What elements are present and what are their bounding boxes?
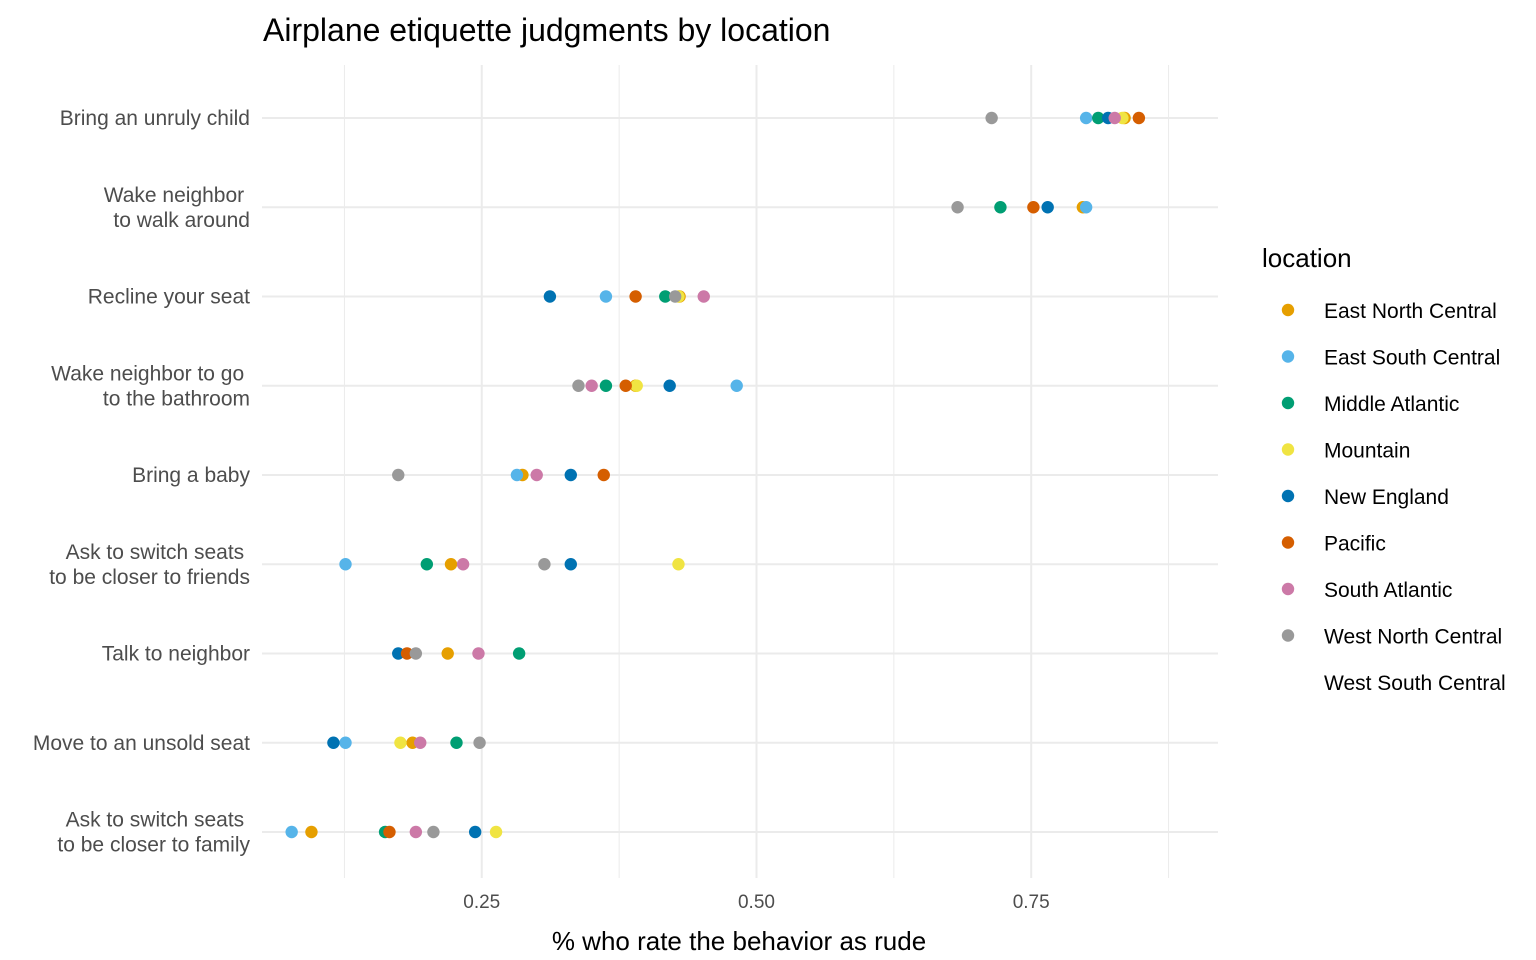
x-tick-label: 0.25 bbox=[463, 892, 500, 913]
legend-key bbox=[1281, 629, 1295, 642]
data-point bbox=[730, 379, 743, 392]
data-point bbox=[659, 290, 672, 303]
legend-key bbox=[1281, 303, 1295, 317]
data-point bbox=[597, 468, 610, 482]
legend: East North Central East South Central Midd… bbox=[1281, 300, 1506, 695]
data-point bbox=[400, 647, 414, 660]
data-point bbox=[305, 825, 318, 839]
legend-label: West North Central bbox=[1324, 626, 1502, 649]
x-tick-labels: 0.25 0.50 0.75 bbox=[463, 892, 1049, 913]
data-point bbox=[1027, 201, 1040, 214]
x-axis-title: % who rate the behavior as rude bbox=[552, 926, 926, 956]
category-label: Bring an unruly child bbox=[60, 107, 250, 130]
data-point bbox=[619, 379, 632, 392]
data-point bbox=[472, 647, 485, 660]
legend-key bbox=[1281, 675, 1295, 689]
data-point bbox=[468, 825, 482, 839]
data-point bbox=[599, 290, 613, 303]
data-point bbox=[543, 290, 557, 303]
data-point bbox=[1041, 201, 1054, 214]
category-label: Recline your seat bbox=[88, 286, 250, 309]
data-point bbox=[444, 558, 458, 571]
data-point bbox=[564, 558, 577, 571]
data-point bbox=[456, 558, 470, 571]
data-point bbox=[427, 825, 440, 839]
legend-label: South Atlantic bbox=[1324, 579, 1452, 602]
x-tick-label: 0.75 bbox=[1013, 892, 1050, 913]
category-label: Bring a baby bbox=[132, 464, 250, 487]
legend-label: East North Central bbox=[1324, 300, 1497, 323]
category-label: Ask to switch seats to be closer to fami… bbox=[57, 809, 250, 857]
data-point bbox=[1079, 111, 1093, 125]
data-point bbox=[985, 111, 998, 125]
data-point bbox=[510, 468, 524, 482]
data-point bbox=[630, 379, 643, 392]
legend-key bbox=[1281, 350, 1295, 363]
data-point bbox=[572, 379, 585, 392]
data-points bbox=[285, 111, 1146, 839]
data-point bbox=[663, 379, 676, 392]
data-point bbox=[394, 736, 407, 749]
grid-lines bbox=[262, 65, 1218, 878]
legend-label: Pacific bbox=[1324, 533, 1386, 556]
data-point bbox=[450, 736, 463, 749]
data-point bbox=[414, 736, 427, 749]
data-point bbox=[994, 201, 1007, 214]
data-point bbox=[339, 558, 352, 571]
data-point bbox=[564, 468, 577, 482]
legend-label: Middle Atlantic bbox=[1324, 393, 1459, 416]
legend-key bbox=[1281, 536, 1295, 549]
legend-label: Mountain bbox=[1324, 440, 1410, 463]
data-point bbox=[327, 736, 340, 749]
legend-label: New England bbox=[1324, 486, 1449, 509]
data-point bbox=[392, 468, 405, 482]
data-point bbox=[599, 379, 613, 392]
data-point bbox=[585, 379, 598, 392]
data-point bbox=[409, 647, 423, 660]
legend-label: East South Central bbox=[1324, 347, 1500, 370]
data-point bbox=[629, 290, 642, 303]
category-label: Wake neighbor to go to the bathroom bbox=[51, 362, 250, 410]
category-labels: Bring an unruly child Wake neighbor to wa… bbox=[33, 107, 251, 857]
data-point bbox=[409, 825, 423, 839]
data-point bbox=[512, 647, 526, 660]
legend-key bbox=[1281, 396, 1295, 410]
category-label: Ask to switch seats to be closer to frie… bbox=[49, 541, 250, 589]
data-point bbox=[339, 736, 352, 749]
data-point bbox=[285, 825, 298, 839]
data-point bbox=[530, 468, 543, 482]
data-point bbox=[489, 825, 503, 839]
legend-label: West South Central bbox=[1324, 672, 1506, 695]
data-point bbox=[1132, 111, 1146, 125]
legend-key bbox=[1281, 582, 1295, 596]
data-point bbox=[951, 201, 964, 214]
data-point bbox=[392, 647, 405, 660]
data-point bbox=[697, 290, 710, 303]
data-point bbox=[1092, 111, 1105, 125]
data-point bbox=[538, 558, 551, 571]
data-point bbox=[473, 736, 486, 749]
category-label: Talk to neighbor bbox=[102, 643, 250, 666]
legend-title: location bbox=[1262, 243, 1352, 273]
data-point bbox=[668, 290, 682, 303]
chart-title: Airplane etiquette judgments by location bbox=[263, 12, 830, 48]
data-point bbox=[441, 647, 454, 660]
x-tick-label: 0.50 bbox=[738, 892, 775, 913]
data-point bbox=[1108, 111, 1121, 125]
category-label: Move to an unsold seat bbox=[33, 732, 250, 755]
legend-key bbox=[1281, 489, 1295, 503]
category-label: Wake neighbor to walk around bbox=[104, 184, 250, 232]
data-point bbox=[1079, 201, 1093, 214]
data-point bbox=[672, 558, 685, 571]
legend-key bbox=[1281, 443, 1295, 456]
data-point bbox=[420, 558, 434, 571]
data-point bbox=[383, 825, 396, 839]
